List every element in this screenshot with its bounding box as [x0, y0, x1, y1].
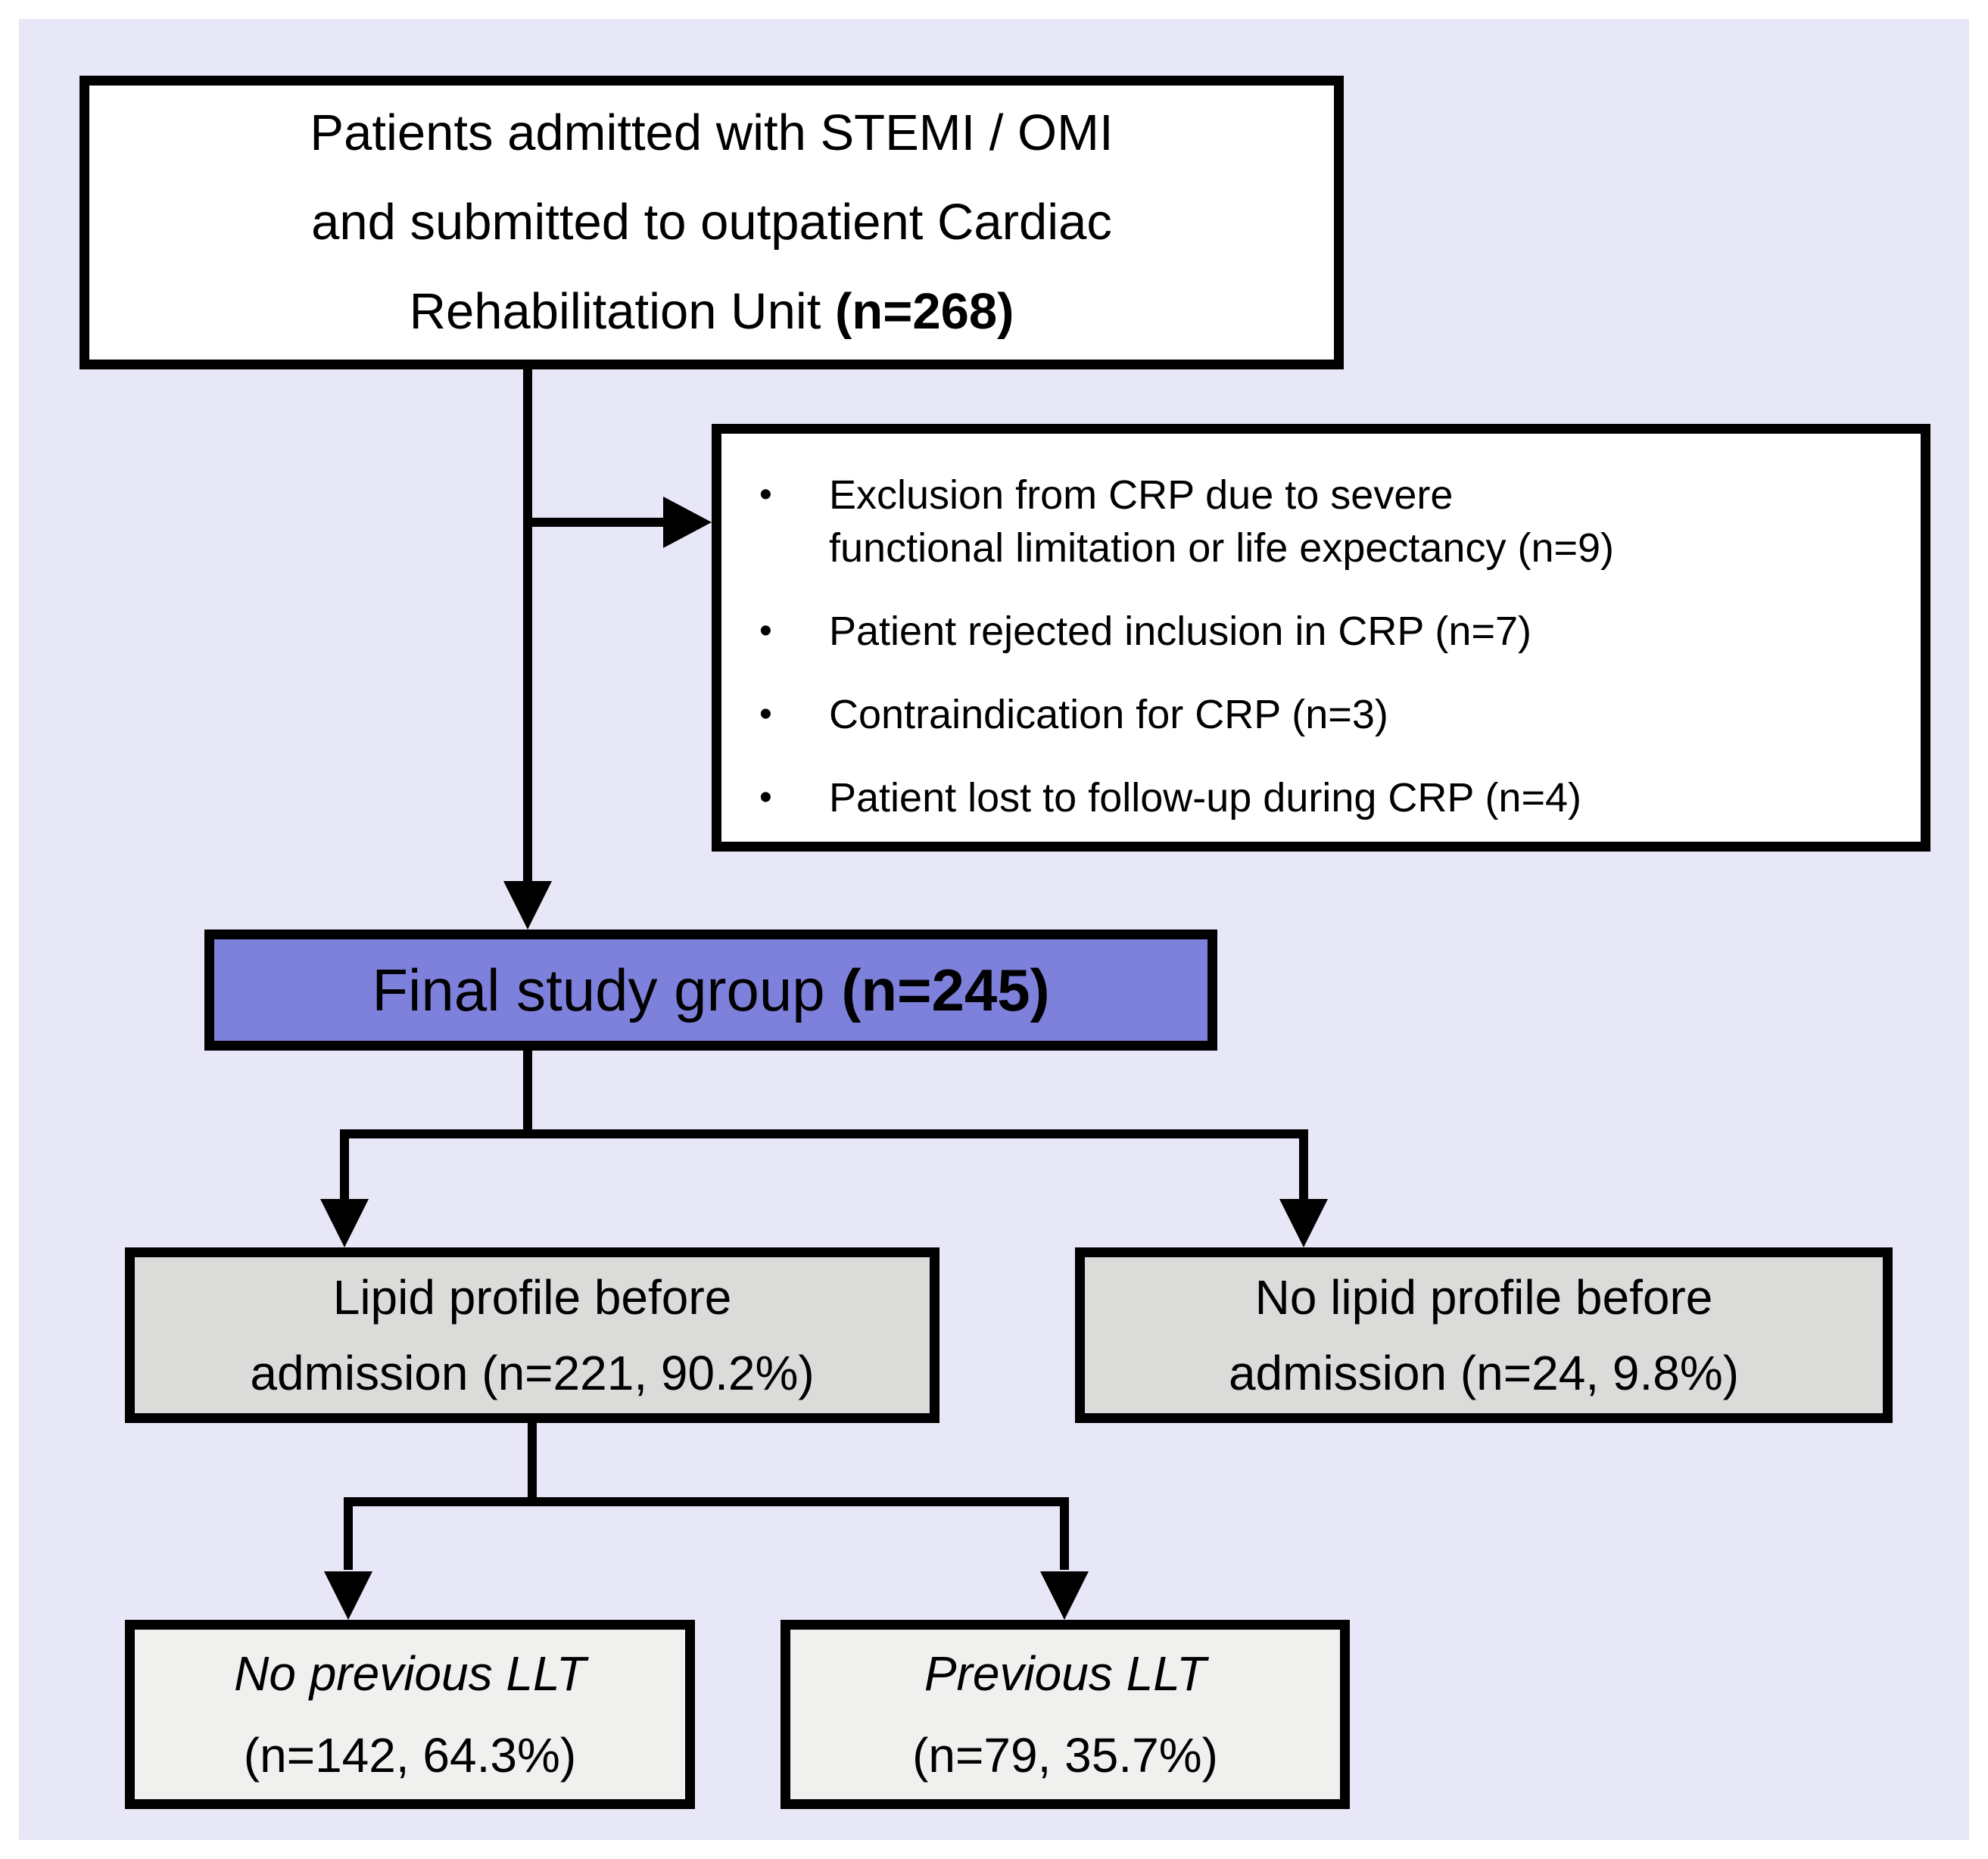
arrowhead-down-icon — [1040, 1571, 1089, 1620]
connector-drop-to-no-lipid — [1299, 1129, 1308, 1199]
box-lipid-profile-before: Lipid profile before admission (n=221, 9… — [125, 1247, 939, 1423]
exclusion-item: • Contraindication for CRP (n=3) — [759, 688, 1893, 741]
no-lipid-line-1: No lipid profile before — [1254, 1270, 1713, 1325]
exclusion-item: • Exclusion from CRP due to severe funct… — [759, 469, 1893, 575]
admitted-line-2: and submitted to outpatient Cardiac — [311, 194, 1112, 251]
arrowhead-right-icon — [663, 497, 712, 548]
no-previous-llt-count: (n=142, 64.3%) — [243, 1728, 577, 1783]
bullet-icon: • — [759, 777, 772, 817]
bullet-icon: • — [759, 475, 772, 515]
lipid-line-2: admission (n=221, 90.2%) — [250, 1346, 815, 1400]
no-lipid-line-2: admission (n=24, 9.8%) — [1228, 1346, 1740, 1400]
connector-drop-to-previous-llt — [1060, 1497, 1069, 1570]
connector-llt-split-horizontal — [344, 1497, 1069, 1506]
no-previous-llt-label: No previous LLT — [234, 1646, 586, 1701]
connector-final-down — [523, 1049, 532, 1138]
bullet-icon: • — [759, 611, 772, 651]
lipid-line-1: Lipid profile before — [332, 1270, 732, 1325]
box-no-previous-llt: No previous LLT (n=142, 64.3%) — [125, 1620, 695, 1809]
exclusion-1-line-1: Exclusion from CRP due to severe — [829, 472, 1454, 518]
admitted-line-1: Patients admitted with STEMI / OMI — [310, 104, 1114, 161]
previous-llt-count: (n=79, 35.7%) — [912, 1728, 1218, 1783]
connector-lipid-down — [528, 1421, 537, 1506]
exclusion-4-text: Patient lost to follow-up during CRP (n=… — [829, 775, 1582, 821]
box-previous-llt: Previous LLT (n=79, 35.7%) — [781, 1620, 1350, 1809]
arrowhead-down-icon — [503, 881, 552, 929]
exclusion-1-line-2: functional limitation or life expectancy… — [829, 525, 1615, 571]
final-group-text: Final study group — [372, 957, 842, 1023]
admitted-line-3: Rehabilitation Unit (n=268) — [410, 267, 1014, 357]
final-group-line: Final study group (n=245) — [372, 939, 1049, 1041]
final-group-count: (n=245) — [841, 957, 1050, 1023]
box-exclusions: • Exclusion from CRP due to severe funct… — [712, 424, 1930, 852]
box-final-study-group: Final study group (n=245) — [204, 929, 1217, 1051]
connector-drop-to-lipid — [340, 1129, 349, 1199]
arrowhead-down-icon — [320, 1199, 369, 1247]
admitted-line-3-text: Rehabilitation Unit — [409, 283, 835, 340]
arrowhead-down-icon — [1279, 1199, 1328, 1247]
box-admitted-patients: Patients admitted with STEMI / OMI and s… — [79, 76, 1344, 369]
box-no-lipid-profile-before: No lipid profile before admission (n=24,… — [1075, 1247, 1893, 1423]
connector-admitted-to-final — [523, 369, 532, 881]
previous-llt-label: Previous LLT — [924, 1646, 1207, 1701]
arrowhead-down-icon — [324, 1571, 372, 1620]
exclusion-2-text: Patient rejected inclusion in CRP (n=7) — [829, 609, 1532, 654]
bullet-icon: • — [759, 694, 772, 734]
exclusion-item: • Patient lost to follow-up during CRP (… — [759, 771, 1893, 824]
connector-drop-to-no-previous-llt — [344, 1497, 353, 1570]
exclusion-3-text: Contraindication for CRP (n=3) — [829, 692, 1388, 737]
connector-final-split-horizontal — [340, 1129, 1308, 1138]
admitted-count: (n=268) — [834, 283, 1014, 340]
connector-branch-to-exclusions — [528, 518, 665, 527]
exclusion-item-text: Exclusion from CRP due to severe functio… — [829, 469, 1893, 575]
exclusion-item: • Patient rejected inclusion in CRP (n=7… — [759, 605, 1893, 658]
